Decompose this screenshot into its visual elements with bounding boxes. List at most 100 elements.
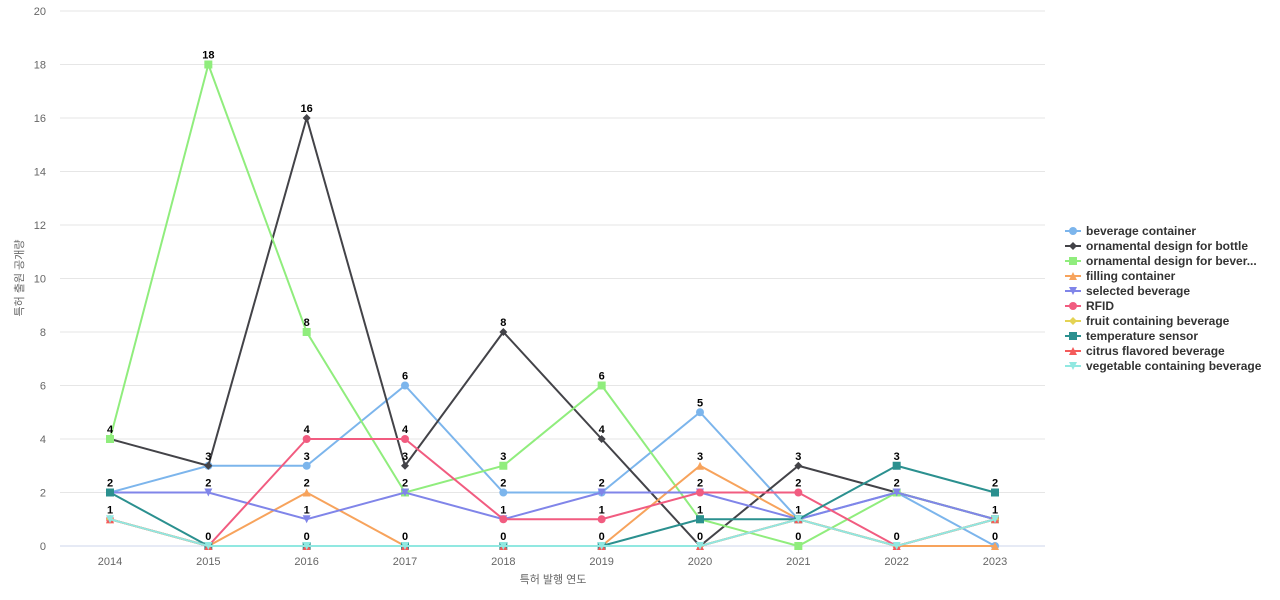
- data-label: 1: [697, 504, 703, 516]
- x-tick-label: 2017: [393, 556, 417, 568]
- data-point[interactable]: [499, 515, 508, 524]
- legend-marker-icon: [1069, 362, 1077, 370]
- data-point[interactable]: [401, 381, 409, 390]
- data-point[interactable]: [401, 435, 409, 443]
- data-point[interactable]: [204, 542, 213, 550]
- series-ornamental-design-for-bever-[interactable]: [106, 60, 999, 551]
- data-label: 2: [402, 478, 408, 490]
- data-point[interactable]: [401, 461, 409, 470]
- data-label: 1: [992, 504, 998, 516]
- data-point[interactable]: [892, 461, 901, 470]
- legend-item[interactable]: vegetable containing beverage: [1065, 359, 1262, 373]
- legend-item[interactable]: beverage container: [1065, 224, 1196, 238]
- legend-marker-icon: [1069, 242, 1077, 250]
- data-label: 3: [205, 451, 211, 463]
- data-point[interactable]: [499, 461, 508, 470]
- data-point[interactable]: [302, 114, 311, 122]
- legend-item[interactable]: ornamental design for bottle: [1065, 239, 1248, 253]
- data-point[interactable]: [302, 328, 311, 336]
- data-point[interactable]: [892, 542, 901, 550]
- data-point[interactable]: [499, 488, 508, 497]
- data-point[interactable]: [302, 515, 311, 524]
- data-point[interactable]: [401, 542, 409, 550]
- data-label: 1: [304, 504, 310, 516]
- legend-marker-icon: [1069, 302, 1077, 310]
- data-label: 0: [205, 531, 211, 543]
- x-axis-title: 특허 발행 연도: [520, 573, 587, 586]
- data-point[interactable]: [302, 488, 311, 497]
- legend-marker-icon: [1069, 317, 1077, 325]
- data-point[interactable]: [204, 488, 213, 497]
- data-point[interactable]: [597, 435, 606, 443]
- data-label: 0: [599, 531, 605, 543]
- data-point[interactable]: [302, 542, 311, 550]
- data-label: 4: [599, 424, 606, 436]
- series-line: [109, 518, 996, 548]
- legend-item[interactable]: temperature sensor: [1065, 329, 1198, 343]
- data-point[interactable]: [794, 461, 803, 470]
- data-label: 0: [894, 531, 900, 543]
- data-point[interactable]: [696, 542, 704, 550]
- data-label: 0: [402, 531, 408, 543]
- data-point[interactable]: [794, 542, 803, 550]
- data-point[interactable]: [991, 488, 999, 497]
- data-point[interactable]: [597, 381, 606, 390]
- series-selected-beverage[interactable]: [106, 488, 999, 524]
- data-point[interactable]: [991, 542, 999, 550]
- data-point[interactable]: [204, 60, 213, 69]
- data-label: 4: [304, 424, 311, 436]
- series-fruit-containing-beverage[interactable]: [106, 515, 999, 550]
- data-point[interactable]: [302, 435, 311, 443]
- data-label: 8: [304, 317, 310, 329]
- data-label: 3: [402, 451, 408, 463]
- legend-item[interactable]: ornamental design for bever...: [1065, 254, 1257, 268]
- data-point[interactable]: [401, 488, 409, 497]
- data-point[interactable]: [794, 488, 803, 497]
- data-point[interactable]: [696, 488, 704, 497]
- legend-marker-icon: [1069, 332, 1077, 340]
- legend-item[interactable]: citrus flavored beverage: [1065, 344, 1225, 358]
- data-point[interactable]: [106, 488, 114, 497]
- data-label: 0: [697, 531, 703, 543]
- data-point[interactable]: [696, 515, 704, 524]
- series-beverage-container[interactable]: [106, 381, 999, 551]
- y-tick-label: 12: [34, 220, 46, 232]
- data-point[interactable]: [892, 488, 901, 497]
- legend-marker-icon: [1069, 257, 1077, 265]
- data-point[interactable]: [696, 461, 704, 470]
- data-label: 2: [304, 478, 310, 490]
- series-line: [110, 491, 996, 521]
- y-tick-label: 16: [34, 113, 46, 125]
- legend-label: selected beverage: [1086, 284, 1190, 298]
- data-point[interactable]: [106, 515, 114, 524]
- data-label: 6: [402, 371, 408, 383]
- data-point[interactable]: [696, 408, 704, 417]
- series-vegetable-containing-beverage[interactable]: [106, 515, 999, 550]
- legend-item[interactable]: RFID: [1065, 299, 1114, 313]
- data-label: 2: [992, 478, 998, 490]
- data-point[interactable]: [499, 542, 508, 550]
- data-point[interactable]: [204, 461, 213, 470]
- data-point[interactable]: [597, 542, 606, 550]
- y-axis-title: 특허 출원 공개량: [13, 240, 26, 317]
- data-label: 2: [500, 478, 506, 490]
- data-point[interactable]: [597, 515, 606, 524]
- series-line: [109, 384, 996, 547]
- data-point[interactable]: [597, 488, 606, 497]
- data-label: 2: [894, 478, 900, 490]
- legend-item[interactable]: fruit containing beverage: [1065, 314, 1230, 328]
- y-tick-label: 10: [34, 274, 46, 286]
- data-point[interactable]: [991, 515, 999, 524]
- x-tick-label: 2021: [786, 556, 810, 568]
- series-citrus-flavored-beverage[interactable]: [106, 515, 999, 550]
- data-point[interactable]: [499, 328, 508, 336]
- data-point[interactable]: [794, 515, 803, 524]
- data-point[interactable]: [302, 461, 311, 470]
- legend-item[interactable]: filling container: [1065, 269, 1176, 283]
- legend-label: ornamental design for bever...: [1086, 254, 1257, 268]
- series-line: [109, 518, 996, 548]
- legend-item[interactable]: selected beverage: [1065, 284, 1190, 298]
- data-label: 4: [402, 424, 409, 436]
- data-point[interactable]: [106, 435, 114, 443]
